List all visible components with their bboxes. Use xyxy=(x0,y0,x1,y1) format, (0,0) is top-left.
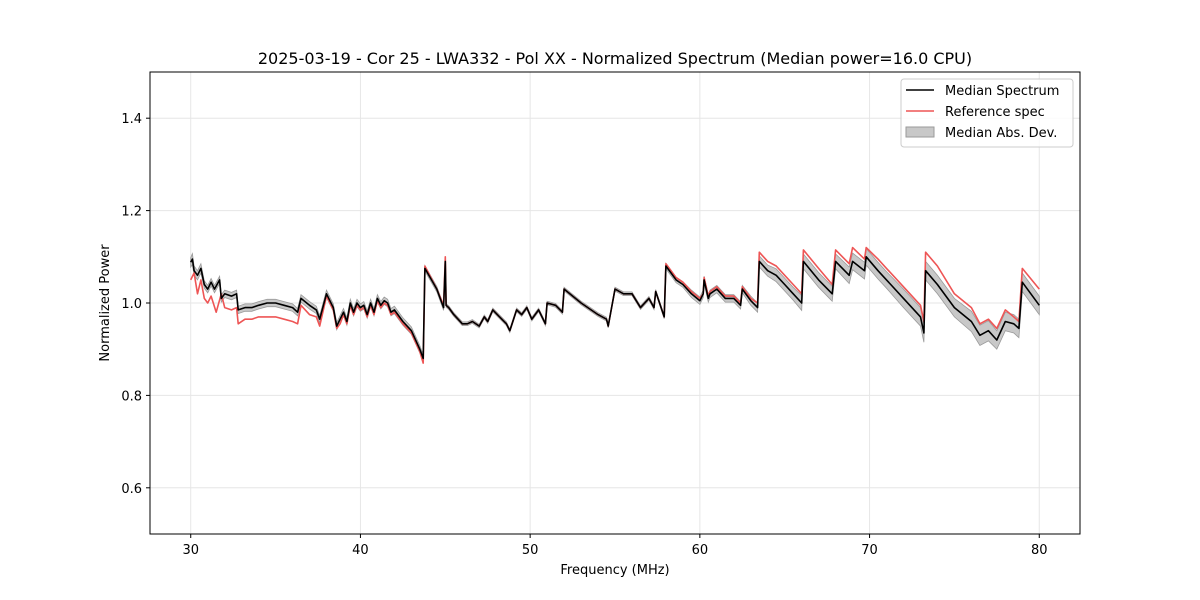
x-axis-label: Frequency (MHz) xyxy=(560,563,669,578)
y-axis-label: Normalized Power xyxy=(98,244,113,362)
legend-box xyxy=(900,78,1074,148)
y-tick-label: 0.8 xyxy=(121,389,142,404)
legend: Median Spectrum Reference spec Median Ab… xyxy=(900,78,1074,148)
median-line-layer xyxy=(189,255,1040,360)
legend-reference-label: Reference spec xyxy=(945,105,1045,120)
x-tick-label: 80 xyxy=(1031,543,1048,558)
legend-mad-label: Median Abs. Dev. xyxy=(945,126,1057,141)
chart-title: 2025-03-19 - Cor 25 - LWA332 - Pol XX - … xyxy=(258,49,972,68)
x-tick-label: 60 xyxy=(692,543,709,558)
legend-mad-swatch xyxy=(905,126,935,138)
x-tick-label: 30 xyxy=(182,543,199,558)
y-tick-label: 0.6 xyxy=(121,482,142,497)
x-axis-ticks: 30 40 50 60 70 80 xyxy=(182,534,1048,558)
mad-band xyxy=(190,247,1040,363)
y-tick-label: 1.4 xyxy=(121,112,142,127)
legend-median-label: Median Spectrum xyxy=(945,84,1059,99)
y-tick-label: 1.2 xyxy=(121,205,142,220)
median-spectrum-line xyxy=(189,255,1040,360)
x-tick-label: 40 xyxy=(352,543,369,558)
y-tick-label: 1.0 xyxy=(121,297,142,312)
mad-band-layer xyxy=(190,247,1040,363)
y-axis-ticks: 0.6 0.8 1.0 1.2 1.4 xyxy=(121,112,150,497)
x-tick-label: 50 xyxy=(522,543,539,558)
x-tick-label: 70 xyxy=(861,543,878,558)
